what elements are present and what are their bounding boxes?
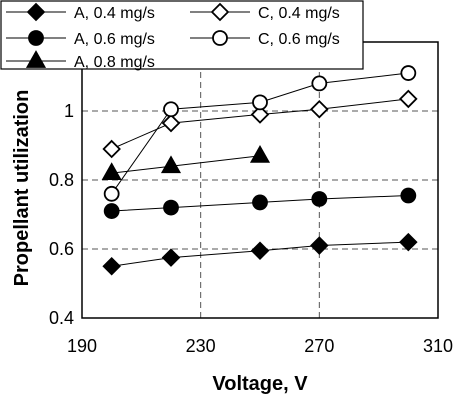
y-tick-label-1: 0.6	[49, 239, 74, 259]
series-1-point-2	[250, 105, 270, 124]
series-0-point-0	[102, 256, 121, 276]
series-1-point-4	[399, 89, 418, 109]
legend-marker-4	[25, 50, 47, 68]
series-0-point-3	[310, 236, 329, 255]
series-2-point-1	[163, 199, 179, 216]
legend-entry-1: C, 0.4 mg/s	[190, 2, 340, 22]
legend-label-0: A, 0.4 mg/s	[74, 5, 155, 22]
series-2-point-4	[400, 187, 417, 204]
legend-label-4: A, 0.8 mg/s	[74, 54, 155, 71]
series-4-point-0	[101, 162, 122, 181]
series-1-point-0	[102, 139, 121, 159]
legend-label-1: C, 0.4 mg/s	[258, 5, 340, 22]
y-axis-label: Propellant utilization	[11, 90, 33, 287]
series-line-4	[111, 155, 261, 174]
legend-entry-2: A, 0.6 mg/s	[6, 30, 155, 48]
series-2-point-2	[252, 194, 268, 211]
series-4-point-1	[160, 155, 182, 174]
data-markers	[101, 65, 418, 276]
legend-marker-2	[28, 30, 44, 46]
series-1-point-3	[310, 100, 329, 119]
series-2-point-0	[103, 203, 120, 219]
legend-label-3: C, 0.6 mg/s	[258, 31, 340, 48]
grid-lines	[82, 42, 438, 318]
legend-marker-1	[210, 2, 230, 22]
legend-marker-3	[212, 30, 228, 46]
series-3-point-4	[400, 65, 417, 81]
y-tick-label-3: 1	[64, 101, 74, 121]
series-3-point-3	[311, 75, 328, 92]
series-line-3	[111, 72, 409, 195]
series-3-point-0	[103, 185, 120, 202]
x-tick-label-3: 310	[423, 336, 453, 356]
series-4-point-2	[249, 145, 271, 163]
legend-entry-3: C, 0.6 mg/s	[190, 30, 340, 48]
series-0-point-2	[250, 241, 270, 260]
series-0-point-4	[399, 232, 418, 252]
legend: A, 0.4 mg/s C, 0.4 mg/s A, 0.6 mg/s C, 0.6 …	[0, 0, 364, 71]
series-2-point-3	[311, 191, 328, 207]
series-1-point-1	[161, 113, 181, 133]
legend-label-2: A, 0.6 mg/s	[74, 31, 155, 48]
y-tick-labels: 0.4 0.6 0.8 1	[49, 101, 74, 328]
legend-entry-0: A, 0.4 mg/s	[6, 2, 155, 22]
y-tick-label-2: 0.8	[49, 170, 74, 190]
series-0-point-1	[161, 248, 181, 267]
x-tick-label-1: 230	[186, 336, 216, 356]
x-tick-label-0: 190	[67, 336, 97, 356]
x-tick-label-2: 270	[304, 336, 334, 356]
series-3-point-1	[163, 101, 179, 118]
x-axis-label: Voltage, V	[212, 373, 308, 395]
legend-marker-0	[26, 2, 46, 22]
x-tick-labels: 190 230 270 310	[67, 336, 453, 356]
y-tick-label-0: 0.4	[49, 308, 74, 328]
legend-entry-4: A, 0.8 mg/s	[6, 50, 155, 71]
series-3-point-2	[252, 94, 268, 111]
